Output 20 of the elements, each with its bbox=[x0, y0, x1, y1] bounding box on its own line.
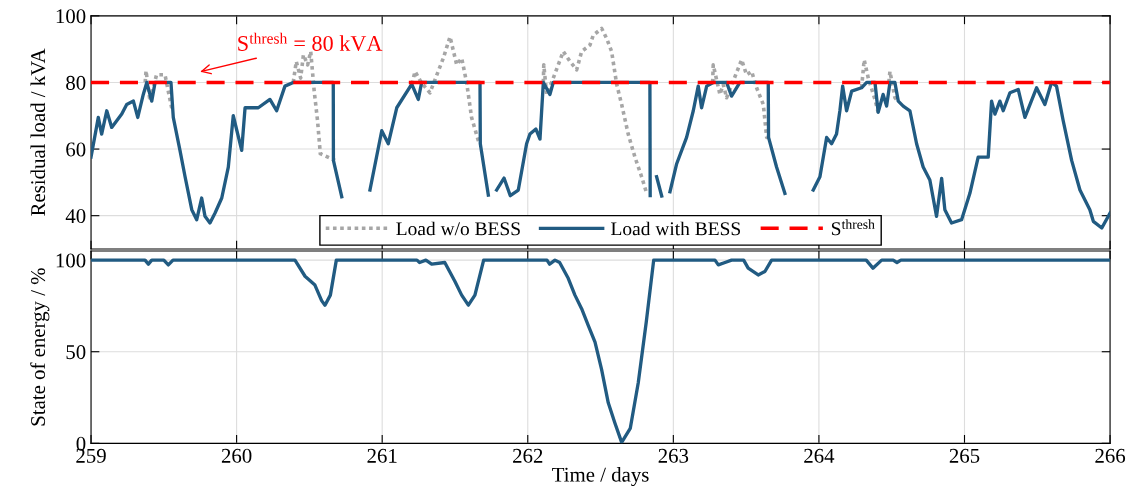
x-tick-label: 264 bbox=[804, 448, 835, 463]
annotation: S$^{thresh}$ = 80 kVA bbox=[238, 32, 383, 52]
x-tick-label: 262 bbox=[513, 448, 543, 463]
x-tick-label: 263 bbox=[658, 448, 689, 463]
y-tick-label: 100 bbox=[56, 9, 86, 24]
y-tick-label: 100 bbox=[56, 253, 86, 268]
y-tick-label: 40 bbox=[65, 209, 86, 224]
y-tick-label: 80 bbox=[66, 75, 86, 90]
y-tick-label: 60 bbox=[66, 142, 86, 157]
y-axis-title: Residual load / kVA bbox=[30, 48, 46, 216]
x-tick-label: 260 bbox=[221, 448, 252, 463]
y-axis-title: State of energy / % bbox=[30, 268, 50, 426]
legend-label: Load w/o BESS bbox=[396, 221, 520, 236]
legend-label: Load with BESS bbox=[611, 221, 740, 236]
x-axis-title: Time / days bbox=[552, 467, 649, 487]
legend-label: S$^{thresh}$ bbox=[831, 219, 875, 236]
x-tick-label: 265 bbox=[949, 448, 980, 463]
x-tick-label: 261 bbox=[367, 448, 397, 463]
x-tick-label: 266 bbox=[1095, 448, 1126, 463]
y-tick-label: 50 bbox=[66, 345, 86, 360]
